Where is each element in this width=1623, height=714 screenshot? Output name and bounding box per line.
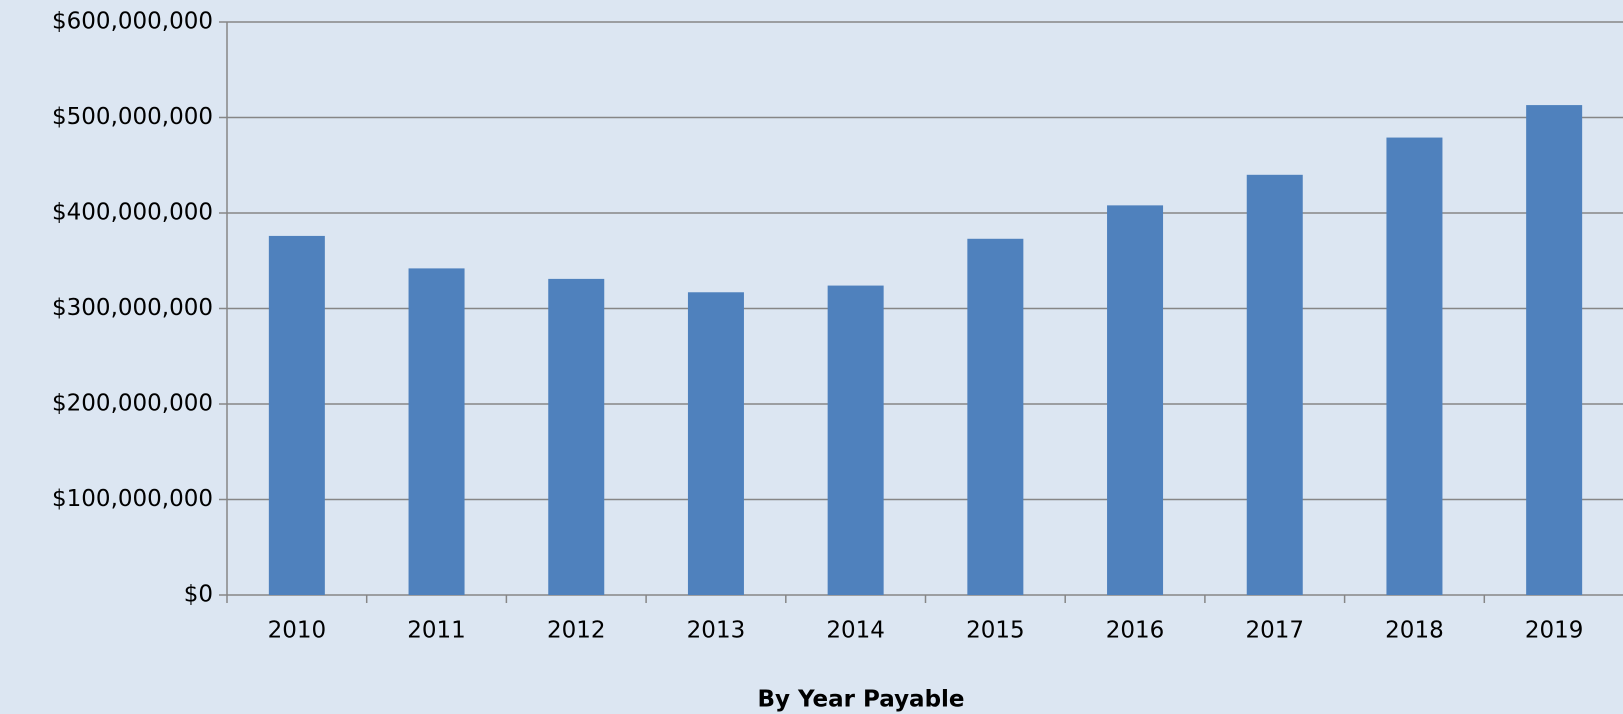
bar (967, 238, 1024, 595)
x-tick-label: 2015 (966, 618, 1025, 644)
x-axis-title: By Year Payable (757, 687, 964, 713)
x-tick-label: 2014 (826, 618, 885, 644)
bar (1246, 174, 1303, 596)
bar (1526, 105, 1583, 596)
bar (1107, 205, 1164, 596)
y-tick-label: $0 (184, 582, 213, 608)
y-tick-label: $400,000,000 (52, 200, 213, 226)
bar (1386, 137, 1443, 595)
x-tick-label: 2016 (1106, 618, 1165, 644)
y-tick-label: $200,000,000 (52, 391, 213, 417)
x-tick-label: 2019 (1525, 618, 1584, 644)
x-tick-label: 2013 (687, 618, 746, 644)
y-tick-label: $600,000,000 (52, 9, 213, 35)
bar (268, 235, 325, 596)
y-tick-label: $300,000,000 (52, 295, 213, 321)
bar (408, 268, 465, 595)
bar (548, 278, 605, 595)
y-tick-label: $100,000,000 (52, 486, 213, 512)
bar (687, 292, 744, 595)
y-tick-label: $500,000,000 (52, 104, 213, 130)
bar (827, 285, 884, 595)
x-tick-label: 2010 (268, 618, 327, 644)
x-tick-label: 2012 (547, 618, 606, 644)
x-tick-label: 2018 (1385, 618, 1444, 644)
x-tick-label: 2017 (1245, 618, 1304, 644)
x-tick-label: 2011 (407, 618, 466, 644)
